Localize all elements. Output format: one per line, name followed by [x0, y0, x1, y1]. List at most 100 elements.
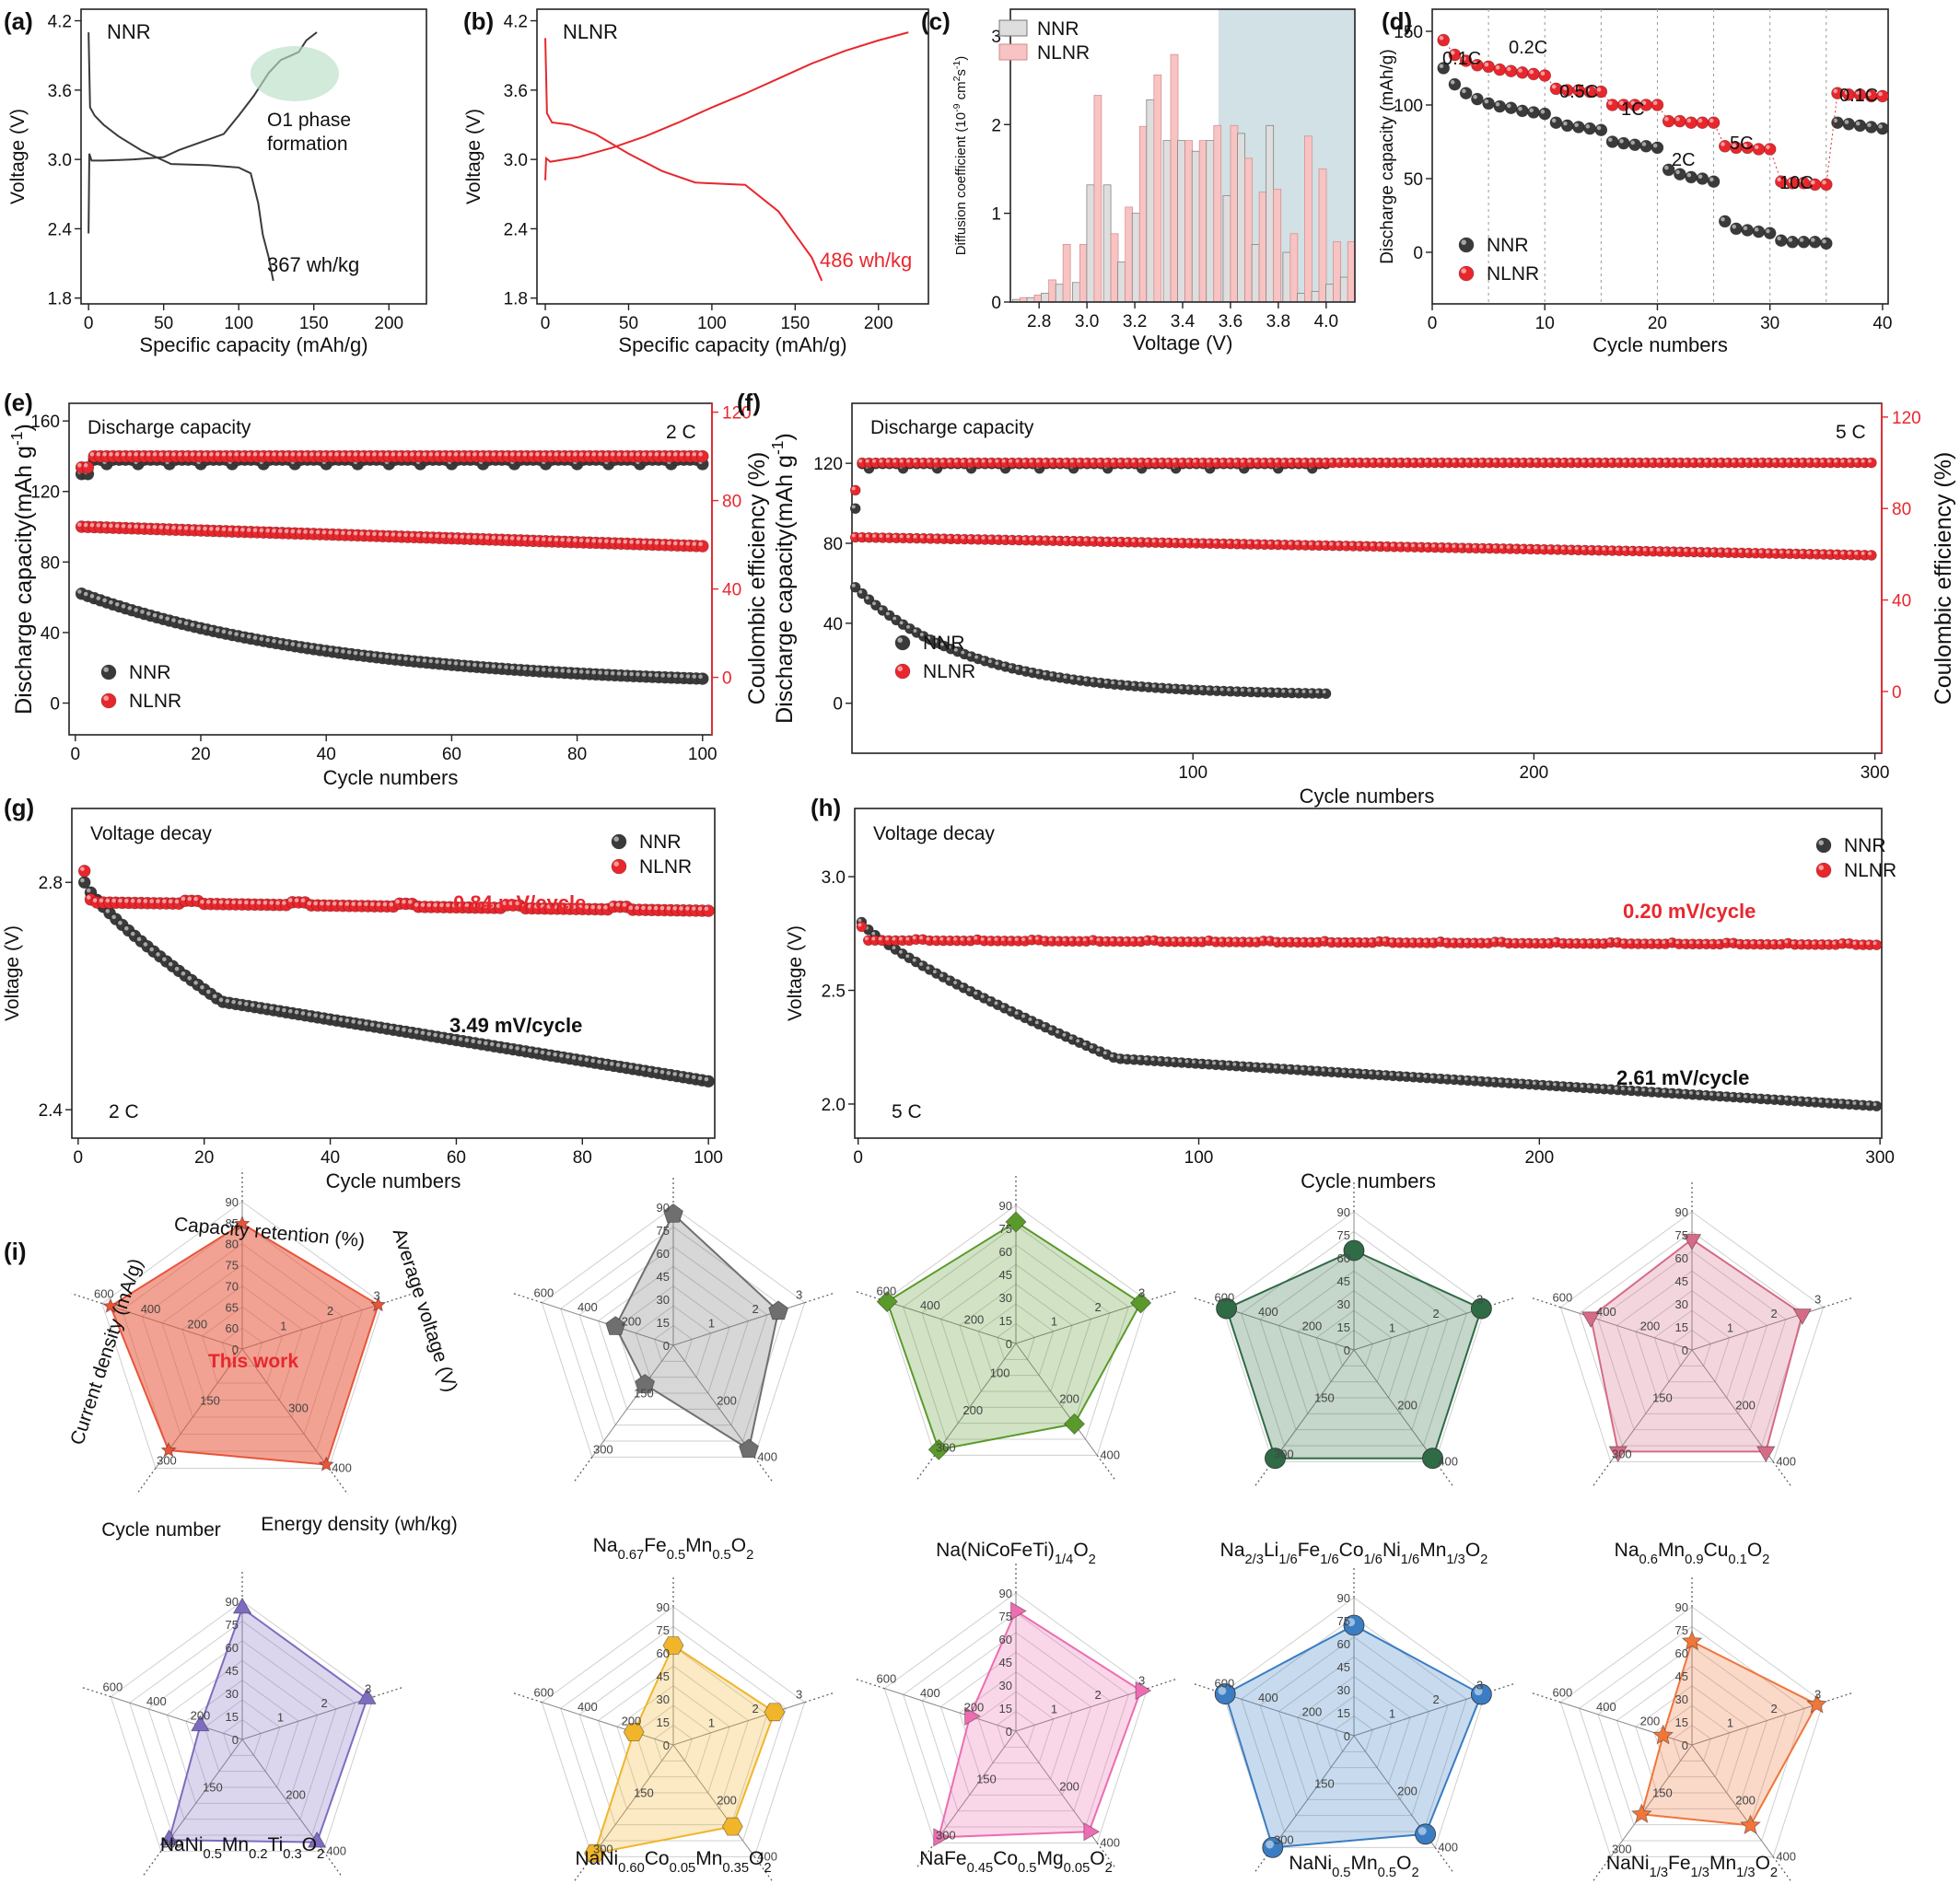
point-highlight: [1594, 546, 1599, 551]
point-highlight: [540, 1050, 545, 1055]
point-highlight: [277, 640, 283, 645]
radar-tick-label: 30: [1675, 1692, 1688, 1706]
x-tick-label: 20: [1648, 314, 1667, 333]
radar-tick-label: 0: [1344, 1343, 1350, 1357]
radar-tick-label: 400: [326, 1843, 346, 1857]
point-highlight: [1529, 69, 1534, 75]
point-highlight: [1179, 459, 1184, 463]
radar-tick-label: 3: [1814, 1293, 1821, 1307]
point-highlight: [1718, 549, 1722, 553]
point-highlight: [981, 459, 986, 463]
point-highlight: [1792, 550, 1797, 554]
radar-tick-label: 75: [999, 1222, 1012, 1236]
point-NNR: [1786, 235, 1799, 249]
point-highlight: [1423, 1074, 1428, 1078]
point-highlight: [1743, 143, 1748, 148]
point-highlight: [341, 649, 345, 654]
point-highlight: [372, 531, 377, 537]
radar-tick-label: 300: [936, 1828, 956, 1842]
point-highlight: [987, 536, 992, 541]
point-highlight: [149, 947, 154, 952]
bar-NNR: [1055, 284, 1064, 303]
point-highlight: [1868, 552, 1872, 555]
radar-tick-label: 150: [203, 1781, 223, 1795]
point-highlight: [1273, 1064, 1278, 1069]
point-highlight: [1429, 939, 1434, 943]
point-highlight: [1607, 938, 1611, 943]
radar-tick-label: 60: [1337, 1251, 1350, 1265]
point-highlight: [560, 452, 565, 457]
x-tick-label: 40: [321, 1148, 340, 1168]
point-highlight: [1102, 1051, 1107, 1055]
point-highlight: [1110, 937, 1114, 942]
radar-area: [885, 1220, 1142, 1451]
point-highlight: [162, 957, 167, 962]
point-highlight: [382, 901, 388, 907]
legend-swatch-NNR: [998, 19, 1028, 37]
point-NNR: [1459, 87, 1473, 99]
point-highlight: [1778, 1096, 1781, 1100]
point-highlight: [435, 452, 439, 457]
radar-tick-label: 200: [1302, 1705, 1323, 1719]
point-highlight: [246, 634, 251, 639]
point-highlight: [1832, 941, 1837, 945]
y2-tick-label: 40: [722, 581, 741, 600]
point-highlight: [892, 946, 896, 950]
point-highlight: [1131, 459, 1136, 463]
point-highlight: [1035, 537, 1040, 541]
point-highlight: [1063, 537, 1068, 541]
point-highlight: [451, 1035, 457, 1041]
point-highlight: [397, 656, 402, 660]
point-highlight: [86, 895, 91, 900]
point-highlight: [1069, 537, 1074, 541]
point-highlight: [871, 936, 876, 941]
voltage-point-NNR: [77, 876, 91, 890]
point-highlight: [1404, 459, 1408, 463]
point-highlight: [244, 1002, 249, 1006]
plot-frame: [71, 808, 716, 1139]
radar-tick-label: 600: [1552, 1291, 1572, 1305]
point-highlight: [1696, 940, 1700, 945]
point-highlight: [1015, 536, 1020, 541]
point-highlight: [287, 1008, 293, 1014]
point-highlight: [277, 452, 283, 457]
radar-tick-label: 75: [657, 1623, 670, 1637]
point-highlight: [1518, 939, 1522, 944]
y-tick-label: 3.6: [48, 82, 72, 101]
point-NNR: [1651, 141, 1664, 155]
point-highlight: [397, 452, 402, 457]
point-highlight: [156, 952, 160, 957]
x-tick-label: 0: [541, 314, 551, 333]
point-highlight: [1563, 121, 1568, 126]
point-highlight: [1648, 1088, 1652, 1092]
y-tick-label: 100: [1394, 97, 1423, 116]
point-highlight: [1315, 541, 1320, 546]
point-highlight: [395, 899, 400, 904]
point-highlight: [515, 1046, 519, 1051]
panel-label: (g): [4, 794, 34, 821]
point-highlight: [1125, 538, 1128, 542]
point-NNR: [1819, 237, 1833, 250]
point-highlight: [309, 645, 314, 649]
point-highlight: [1287, 1065, 1291, 1070]
y2-tick-label: 120: [722, 404, 752, 424]
point-highlight: [906, 624, 910, 629]
point-highlight: [636, 540, 640, 544]
point-NNR: [1639, 140, 1653, 153]
point-highlight: [648, 1067, 652, 1073]
point-highlight: [478, 535, 484, 540]
point-highlight: [672, 673, 678, 679]
point-highlight: [974, 936, 978, 940]
point-highlight: [1594, 459, 1599, 463]
point-highlight: [1495, 102, 1500, 107]
point-highlight: [196, 623, 202, 629]
point-highlight: [484, 663, 490, 669]
point-highlight: [162, 899, 167, 904]
radar-tick-label: 1: [708, 1317, 715, 1331]
point-highlight: [484, 452, 490, 457]
radar-spoke-ext: [1147, 1290, 1177, 1302]
point-highlight: [497, 452, 502, 457]
point-highlight: [504, 665, 508, 669]
point-highlight: [1124, 937, 1127, 942]
point-highlight: [987, 997, 991, 1002]
